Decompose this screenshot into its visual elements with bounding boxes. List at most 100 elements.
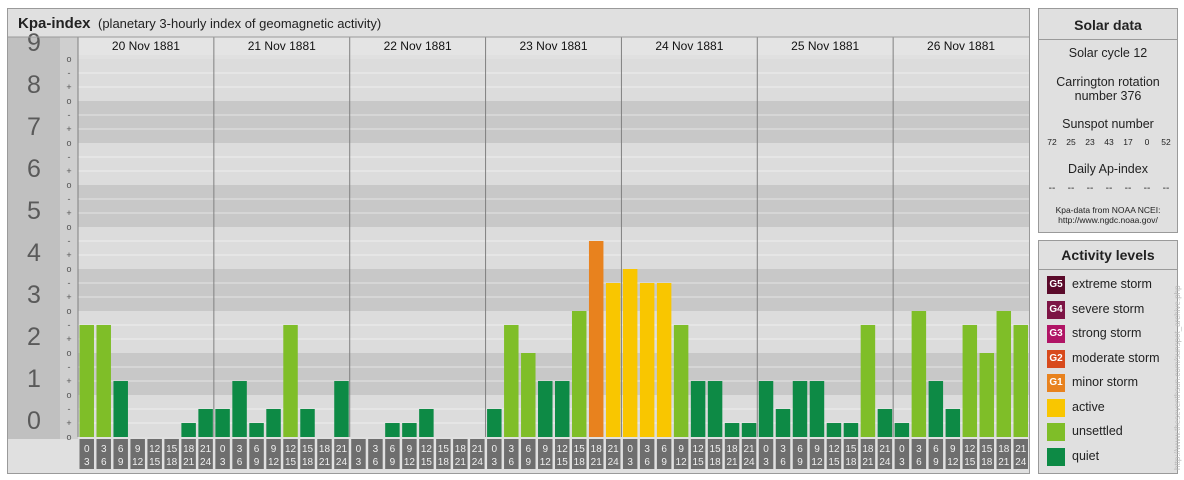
interval-start-label: 12 [421, 444, 433, 455]
legend-g4: G4 severe storm [1047, 300, 1175, 319]
day-label: 20 Nov 1881 [112, 39, 180, 53]
day-label: 21 Nov 1881 [248, 39, 316, 53]
interval-start-label: 21 [743, 444, 755, 455]
interval-cell [232, 439, 247, 469]
interval-cell [300, 439, 315, 469]
interval-end-label: 18 [710, 457, 722, 468]
y-minor-mark: - [68, 236, 71, 246]
kp-bar [249, 423, 264, 437]
interval-end-label: 12 [540, 457, 552, 468]
kp-band [78, 101, 1029, 143]
interval-end-label: 24 [200, 457, 212, 468]
daily-ap-label: Daily Ap-index [1068, 162, 1148, 176]
y-minor-mark: o [66, 96, 71, 106]
interval-cell [826, 439, 842, 469]
y-tick-label: 5 [27, 197, 41, 225]
interval-cell [809, 439, 825, 469]
legend-swatch: G1 [1047, 374, 1065, 392]
kp-bar [809, 381, 825, 437]
interval-cell [334, 439, 349, 469]
interval-end-label: 21 [862, 457, 874, 468]
ap-value: -- [1124, 183, 1132, 194]
interval-start-label: 18 [727, 444, 739, 455]
interval-cell [588, 439, 604, 469]
kp-bar [419, 408, 434, 437]
y-minor-mark: + [66, 166, 71, 176]
interval-cell [283, 439, 298, 469]
y-minor-mark: o [66, 432, 71, 442]
interval-end-label: 9 [661, 457, 667, 468]
interval-start-label: 6 [390, 444, 396, 455]
interval-end-label: 3 [627, 457, 633, 468]
kp-band [78, 227, 1029, 269]
kp-band [78, 185, 1029, 227]
legend-active: active [1047, 398, 1175, 417]
kp-bar [504, 324, 519, 437]
interval-start-label: 21 [472, 444, 484, 455]
kp-bar [894, 423, 910, 437]
chart-subtitle: (planetary 3-hourly index of geomagnetic… [98, 16, 382, 31]
interval-cell [571, 439, 587, 469]
interval-end-label: 21 [998, 457, 1010, 468]
interval-cell [945, 439, 961, 469]
kp-band [78, 269, 1029, 311]
interval-start-label: 0 [899, 444, 905, 455]
day-label: 26 Nov 1881 [927, 39, 995, 53]
interval-end-label: 9 [933, 457, 939, 468]
interval-cell [656, 439, 672, 469]
vertical-credit-link[interactable]: http://www.theseventhsun.com/sunspot_arc… [1173, 285, 1182, 470]
y-minor-mark: - [68, 362, 71, 372]
interval-start-label: 18 [455, 444, 467, 455]
interval-end-label: 9 [118, 457, 124, 468]
interval-end-label: 3 [899, 457, 905, 468]
interval-cell [707, 439, 723, 469]
interval-cell [385, 439, 400, 469]
interval-end-label: 6 [644, 457, 650, 468]
interval-cell [690, 439, 706, 469]
legend-swatch [1047, 423, 1065, 441]
y-tick-label: 0 [27, 407, 41, 435]
interval-start-label: 18 [591, 444, 603, 455]
day-label: 24 Nov 1881 [655, 39, 723, 53]
sunspot-value: 25 [1066, 137, 1076, 147]
kp-bar [96, 324, 111, 437]
interval-start-label: 12 [693, 444, 705, 455]
carrington-rotation-line2: number 376 [1074, 89, 1142, 103]
kp-bar [979, 353, 995, 437]
interval-end-label: 6 [237, 457, 243, 468]
sunspot-value: 0 [1144, 137, 1150, 147]
interval-end-label: 18 [981, 457, 993, 468]
interval-start-label: 15 [845, 444, 857, 455]
solar-data-panel: Solar data Solar cycle 12 Carrington rot… [1038, 8, 1178, 233]
interval-cell [622, 439, 638, 469]
legend-label: severe storm [1072, 301, 1145, 316]
legend-label: strong storm [1072, 326, 1142, 340]
interval-start-label: 21 [608, 444, 620, 455]
interval-cell [130, 439, 145, 469]
interval-end-label: 15 [421, 457, 433, 468]
y-tick-label: 2 [27, 323, 41, 351]
interval-end-label: 21 [183, 457, 195, 468]
interval-end-label: 12 [947, 457, 959, 468]
sunspot-number-label: Sunspot number [1062, 117, 1154, 131]
y-minor-mark: + [66, 334, 71, 344]
interval-end-label: 6 [101, 457, 107, 468]
kp-bar [945, 408, 961, 437]
interval-cell [436, 439, 451, 469]
data-credit-link[interactable]: http://www.ngdc.noaa.gov/ [1058, 215, 1158, 225]
interval-end-label: 15 [557, 457, 569, 468]
interval-end-label: 15 [828, 457, 840, 468]
kp-bar [215, 408, 230, 437]
kp-bar [385, 423, 400, 437]
interval-end-label: 9 [797, 457, 803, 468]
kp-band [78, 311, 1029, 353]
interval-start-label: 9 [407, 444, 413, 455]
legend-swatch [1047, 398, 1065, 417]
interval-start-label: 21 [336, 444, 348, 455]
kp-bar [996, 311, 1012, 437]
interval-cell [453, 439, 468, 469]
interval-cell [164, 439, 179, 469]
interval-start-label: 6 [525, 444, 531, 455]
kp-bar [571, 311, 587, 437]
interval-end-label: 18 [302, 457, 314, 468]
